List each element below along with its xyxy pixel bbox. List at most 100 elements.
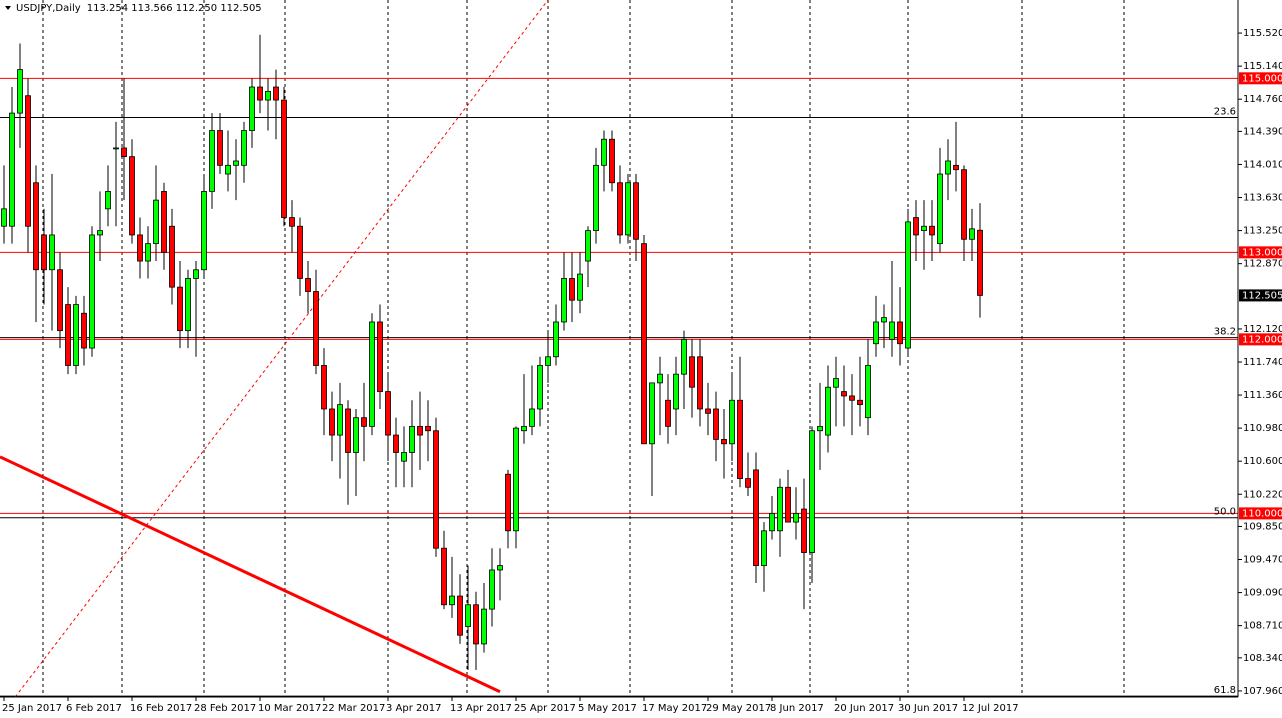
x-tick-label: 17 May 2017 [642,703,707,714]
candle-body [753,469,759,567]
candle-body [17,69,23,114]
candle-body [505,473,511,532]
candle-body [969,228,975,240]
candle-body [193,269,199,279]
candle-body [145,243,151,262]
candle-body [121,147,127,158]
candle-body [593,164,599,231]
candle-body [281,99,287,218]
candle-body [225,164,231,175]
candle-body [745,478,751,488]
candle-body [449,595,455,606]
level-box [1239,333,1282,346]
candle-body [353,417,359,453]
candle-body [169,225,175,288]
candle-body [329,408,335,436]
candle-body [465,604,471,627]
candle-body [201,191,207,271]
candle-body [321,365,327,410]
candle-body [417,425,423,436]
candle-body [577,273,583,301]
y-tick-label: 113.250 [1243,226,1282,237]
y-tick-label: 110.600 [1243,456,1282,467]
candle-body [425,425,431,432]
candle-body [97,230,103,236]
plot-area [0,0,1238,697]
y-tick-label: 111.740 [1243,357,1282,368]
x-tick-label: 5 May 2017 [578,703,637,714]
candle-body [65,304,71,366]
x-tick-label: 12 Jul 2017 [962,703,1019,714]
candle-body [153,199,159,245]
candle-body [57,269,63,332]
candle-body [761,530,767,567]
y-tick-label: 108.340 [1243,653,1282,664]
candle-body [89,234,95,349]
candle-body [681,338,687,375]
x-tick-label: 29 May 2017 [706,703,771,714]
candle-body [705,408,711,414]
price-label: 112.505 [1242,290,1282,301]
candle-body [81,312,87,349]
candle-body [865,365,871,419]
y-tick-label: 115.140 [1243,61,1282,72]
x-tick-label: 25 Apr 2017 [514,703,576,714]
level-label: 115.000 [1242,73,1282,84]
candle-body [273,86,279,101]
candle-body [729,399,735,445]
candle-body [529,408,535,427]
candle-body [361,417,367,427]
candle-body [833,378,839,388]
candle-body [297,225,303,279]
candle-body [441,547,447,606]
candle-body [129,156,135,236]
candle-body [369,321,375,427]
candle-body [825,386,831,436]
candle-body [433,430,439,549]
y-tick-label: 109.850 [1243,521,1282,532]
fib-label: 50.0 [1214,507,1236,518]
candle-body [33,182,39,271]
candle-body [849,395,855,401]
candle-body [897,321,903,345]
candle-body [481,608,487,645]
y-tick-label: 112.870 [1243,259,1282,270]
trend-line [0,455,501,694]
candle-body [217,130,223,166]
candle-body [313,291,319,366]
x-tick-label: 22 Mar 2017 [322,703,385,714]
candle-body [657,373,663,384]
candle-body [689,356,695,388]
candle-body [249,86,255,131]
candle-body [545,356,551,366]
candle-body [305,278,311,292]
x-tick-label: 6 Feb 2017 [66,703,122,714]
x-tick-label: 13 Apr 2017 [450,703,512,714]
level-label: 110.000 [1242,508,1282,519]
candle-body [873,321,879,345]
y-tick-label: 114.010 [1243,159,1282,170]
candle-body [921,225,927,231]
candle-body [953,164,959,171]
candle-body [385,391,391,436]
candle-body [601,138,607,166]
candle-body [633,182,639,240]
y-tick-label: 109.470 [1243,555,1282,566]
level-label: 112.000 [1242,334,1282,345]
candle-body [817,425,823,432]
x-tick-label: 20 Jun 2017 [834,703,894,714]
y-tick-label: 112.120 [1243,324,1282,335]
candle-body [9,112,15,227]
y-tick-label: 115.520 [1243,28,1282,39]
x-tick-label: 10 Mar 2017 [258,703,321,714]
candle-body [209,130,215,192]
candle-body [113,147,119,150]
candle-body [401,452,407,462]
menu-arrow[interactable] [5,6,11,10]
candle-body [649,382,655,445]
candle-body [977,229,983,296]
candle-body [929,225,935,236]
y-tick-label: 110.220 [1243,489,1282,500]
